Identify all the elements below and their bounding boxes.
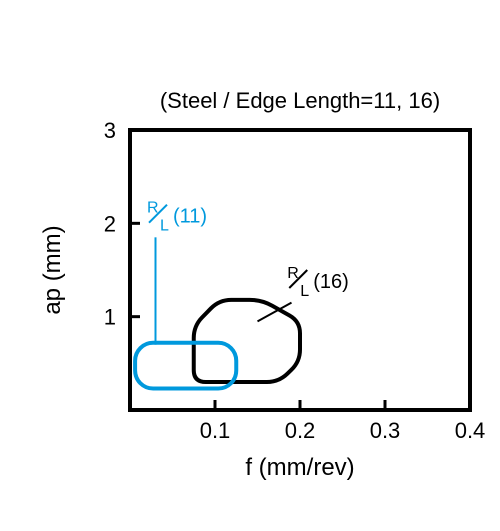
svg-text:L: L bbox=[160, 218, 169, 235]
x-tick-label: 0.3 bbox=[370, 418, 401, 443]
x-axis-label: f (mm/rev) bbox=[245, 454, 354, 481]
chart: (Steel / Edge Length=11, 16) 0.1 0.2 0.3 0.4… bbox=[0, 0, 500, 531]
y-axis-label: ap (mm) bbox=[39, 225, 66, 314]
svg-text:L: L bbox=[300, 283, 309, 300]
chart-title: (Steel / Edge Length=11, 16) bbox=[160, 88, 440, 113]
svg-text:(11): (11) bbox=[173, 206, 207, 228]
x-tick-label: 0.1 bbox=[200, 418, 231, 443]
svg-text:(16): (16) bbox=[313, 271, 349, 293]
y-tick-label: 3 bbox=[104, 118, 116, 143]
y-tick-label: 2 bbox=[104, 211, 116, 236]
x-tick-label: 0.4 bbox=[455, 418, 486, 443]
x-tick-label: 0.2 bbox=[285, 418, 316, 443]
y-tick-label: 1 bbox=[104, 305, 116, 330]
